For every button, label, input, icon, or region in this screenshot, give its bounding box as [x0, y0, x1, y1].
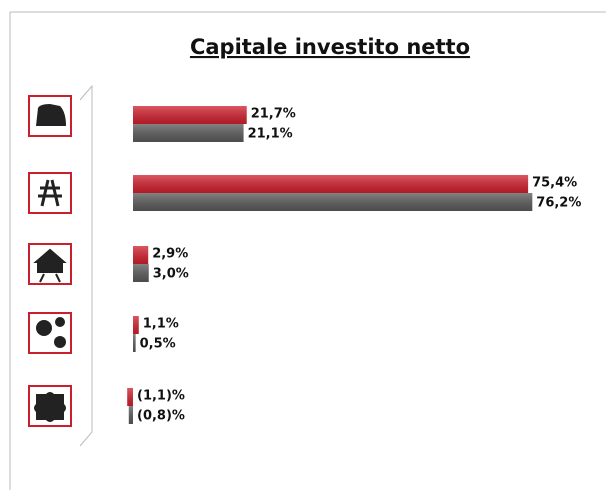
value-label: 1,1% — [143, 317, 179, 332]
value-label: 21,7% — [251, 107, 296, 122]
bar-shade — [127, 388, 133, 406]
gear-glyph — [54, 336, 66, 348]
bar-shade — [133, 106, 247, 124]
value-label: (0,8)% — [137, 409, 185, 424]
value-label: (1,1)% — [137, 389, 185, 404]
bar-shade — [133, 246, 149, 264]
bar-shade — [133, 264, 149, 282]
gear-glyph — [55, 317, 65, 327]
value-label: 75,4% — [532, 176, 577, 191]
divider — [79, 84, 93, 447]
bar-shade — [133, 175, 529, 193]
puzzle-glyph — [34, 392, 66, 422]
value-label: 21,1% — [248, 127, 293, 142]
station-glyph — [33, 248, 67, 283]
gear-glyph — [36, 320, 52, 336]
rail-glyph — [38, 179, 62, 207]
bar-shade — [133, 193, 533, 211]
value-label: 0,5% — [140, 337, 176, 352]
value-label: 2,9% — [152, 247, 188, 262]
value-label: 3,0% — [153, 267, 189, 282]
bar-shade — [133, 124, 244, 142]
value-label: 76,2% — [536, 196, 581, 211]
chart-title: Capitale investito netto — [190, 35, 470, 59]
train-glyph — [36, 104, 66, 126]
icon-glyphs — [33, 104, 67, 422]
bar-shade — [133, 316, 139, 334]
icon-rail — [28, 172, 72, 214]
bar-shade — [133, 334, 136, 352]
bar-shade — [128, 406, 133, 424]
